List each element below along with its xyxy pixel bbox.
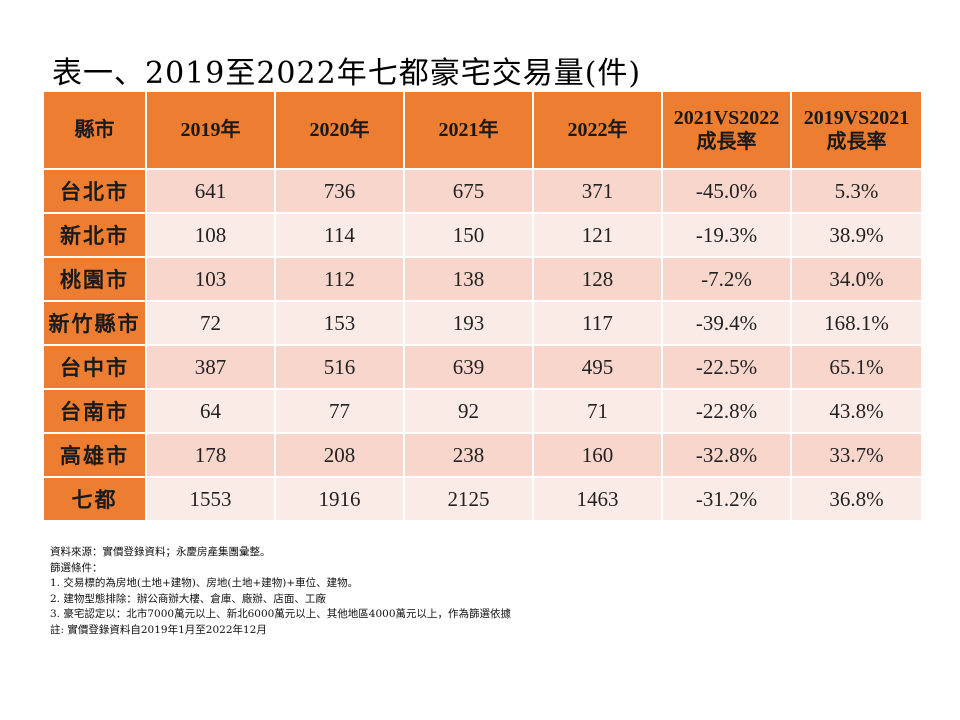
cell-growth-2021-2022: -19.3%	[661, 212, 792, 258]
cell-region: 七都	[42, 476, 147, 522]
cell-2019: 641	[145, 168, 276, 214]
cell-2021: 138	[403, 256, 534, 302]
header-growth-2021-2022-line1: 2021VS2022	[673, 107, 780, 129]
cell-growth-2021-2022: -22.8%	[661, 388, 792, 434]
cell-2020: 1916	[274, 476, 405, 522]
cell-2019: 72	[145, 300, 276, 346]
cell-growth-2019-2021: 65.1%	[790, 344, 923, 390]
header-region: 縣市	[42, 90, 147, 170]
cell-2021: 639	[403, 344, 534, 390]
cell-growth-2019-2021: 36.8%	[790, 476, 923, 522]
cell-2021: 2125	[403, 476, 534, 522]
cell-2019: 387	[145, 344, 276, 390]
cell-2021: 150	[403, 212, 534, 258]
cell-region: 桃園市	[42, 256, 147, 302]
header-growth-2019-2021: 2019VS2021 成長率	[790, 90, 923, 170]
cell-growth-2019-2021: 34.0%	[790, 256, 923, 302]
cell-growth-2019-2021: 5.3%	[790, 168, 923, 214]
header-growth-2019-2021-line1: 2019VS2021	[803, 107, 910, 129]
cell-2019: 178	[145, 432, 276, 478]
cell-2022: 128	[532, 256, 663, 302]
cell-growth-2021-2022: -31.2%	[661, 476, 792, 522]
header-2020: 2020年	[274, 90, 405, 170]
footnote-criteria-2: 2. 建物型態排除：辦公商辦大樓、倉庫、廠辦、店面、工廠	[50, 592, 326, 605]
footnote-criteria-heading: 篩選條件：	[50, 561, 103, 574]
cell-growth-2021-2022: -32.8%	[661, 432, 792, 478]
cell-2020: 114	[274, 212, 405, 258]
table-row: 台北市 641 736 675 371 -45.0% 5.3%	[42, 168, 923, 214]
table-row: 新北市 108 114 150 121 -19.3% 38.9%	[42, 212, 923, 258]
table-row: 高雄市 178 208 238 160 -32.8% 33.7%	[42, 432, 923, 478]
cell-2022: 160	[532, 432, 663, 478]
cell-growth-2019-2021: 43.8%	[790, 388, 923, 434]
cell-growth-2019-2021: 168.1%	[790, 300, 923, 346]
footnote-criteria-1: 1. 交易標的為房地(土地+建物)、房地(土地+建物)+車位、建物。	[50, 577, 359, 589]
cell-region: 台中市	[42, 344, 147, 390]
header-2021: 2021年	[403, 90, 534, 170]
cell-2020: 153	[274, 300, 405, 346]
cell-2021: 675	[403, 168, 534, 214]
cell-2019: 64	[145, 388, 276, 434]
footnote-date-range: 註: 實價登錄資料自2019年1月至2022年12月	[50, 623, 267, 636]
cell-2019: 103	[145, 256, 276, 302]
cell-2020: 736	[274, 168, 405, 214]
header-2019: 2019年	[145, 90, 276, 170]
header-growth-2021-2022-line2: 成長率	[696, 131, 757, 153]
header-growth-2021-2022: 2021VS2022 成長率	[661, 90, 792, 170]
footnote-source: 資料來源：實價登錄資料；永慶房產集團彙整。	[50, 546, 271, 558]
cell-2022: 121	[532, 212, 663, 258]
cell-region: 台北市	[42, 168, 147, 214]
header-row: 縣市 2019年 2020年 2021年 2022年 2021VS2022 成長…	[42, 90, 923, 170]
cell-region: 新竹縣市	[42, 300, 147, 346]
cell-2021: 238	[403, 432, 534, 478]
cell-2020: 112	[274, 256, 405, 302]
table-row: 七都 1553 1916 2125 1463 -31.2% 36.8%	[42, 476, 923, 522]
cell-2022: 495	[532, 344, 663, 390]
table-row: 桃園市 103 112 138 128 -7.2% 34.0%	[42, 256, 923, 302]
table-row: 台中市 387 516 639 495 -22.5% 65.1%	[42, 344, 923, 390]
header-2022: 2022年	[532, 90, 663, 170]
cell-growth-2021-2022: -39.4%	[661, 300, 792, 346]
cell-region: 新北市	[42, 212, 147, 258]
cell-2021: 92	[403, 388, 534, 434]
cell-2020: 208	[274, 432, 405, 478]
cell-growth-2019-2021: 33.7%	[790, 432, 923, 478]
cell-growth-2021-2022: -22.5%	[661, 344, 792, 390]
table-row: 新竹縣市 72 153 193 117 -39.4% 168.1%	[42, 300, 923, 346]
table-row: 台南市 64 77 92 71 -22.8% 43.8%	[42, 388, 923, 434]
cell-region: 高雄市	[42, 432, 147, 478]
footnotes: 資料來源：實價登錄資料；永慶房產集團彙整。 篩選條件： 1. 交易標的為房地(土…	[50, 545, 511, 638]
cell-growth-2021-2022: -45.0%	[661, 168, 792, 214]
cell-2022: 71	[532, 388, 663, 434]
footnote-criteria-3: 3. 豪宅認定以：北市7000萬元以上、新北6000萬元以上、其他地區4000萬…	[50, 608, 512, 620]
cell-2022: 117	[532, 300, 663, 346]
cell-2022: 371	[532, 168, 663, 214]
cell-2021: 193	[403, 300, 534, 346]
cell-2020: 516	[274, 344, 405, 390]
cell-2019: 108	[145, 212, 276, 258]
cell-growth-2021-2022: -7.2%	[661, 256, 792, 302]
luxury-home-transactions-table: 縣市 2019年 2020年 2021年 2022年 2021VS2022 成長…	[42, 90, 923, 522]
cell-region: 台南市	[42, 388, 147, 434]
cell-2019: 1553	[145, 476, 276, 522]
table-title: 表一、2019至2022年七都豪宅交易量(件)	[52, 56, 642, 91]
header-growth-2019-2021-line2: 成長率	[826, 131, 887, 153]
cell-growth-2019-2021: 38.9%	[790, 212, 923, 258]
cell-2022: 1463	[532, 476, 663, 522]
cell-2020: 77	[274, 388, 405, 434]
